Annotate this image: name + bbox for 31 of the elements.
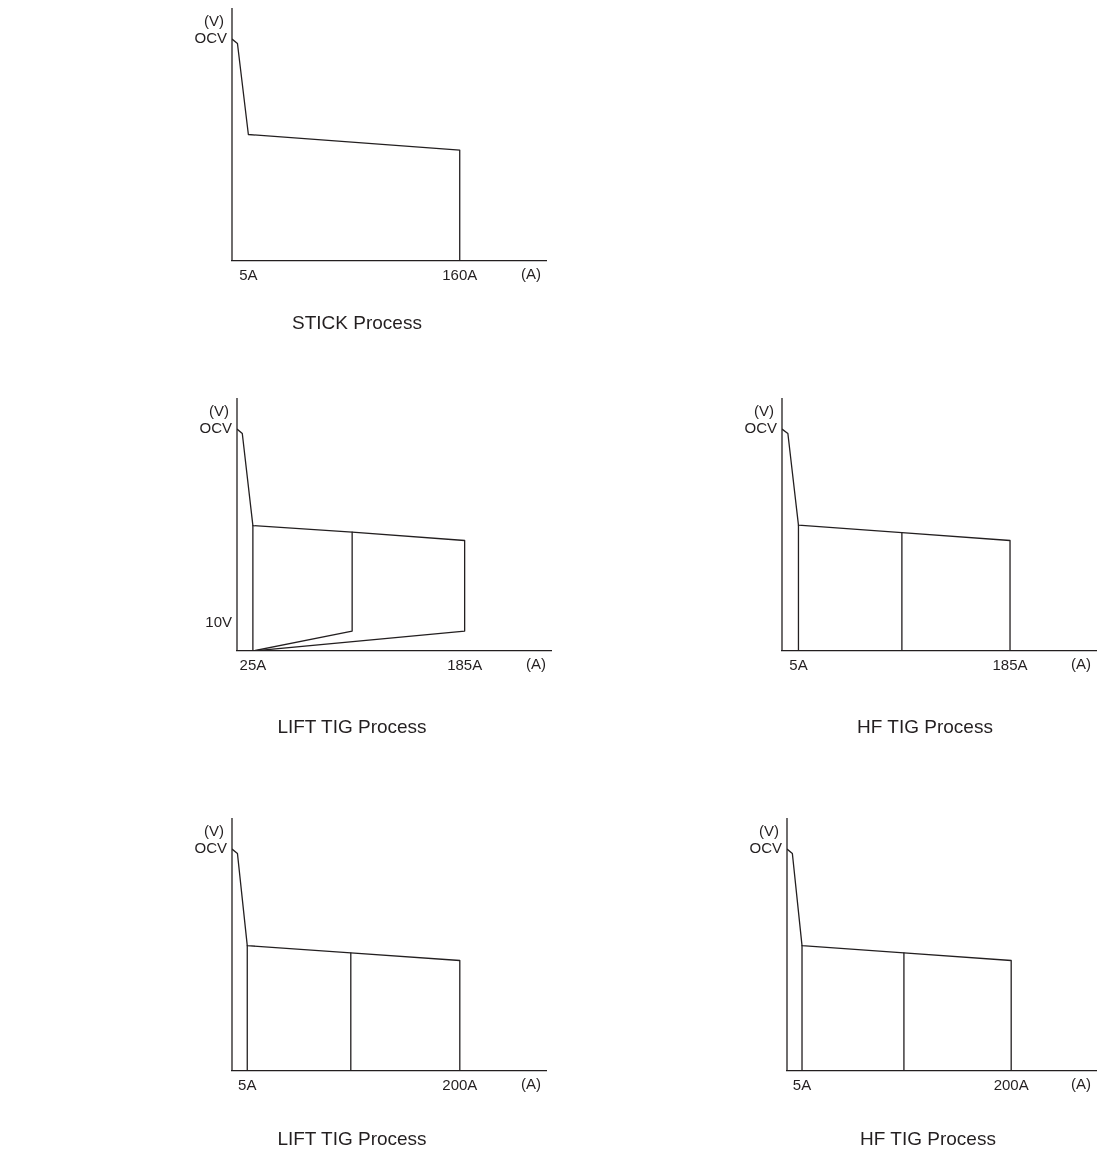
x-axis-title: (A) bbox=[1071, 1074, 1091, 1092]
x-axis-title: (A) bbox=[1071, 654, 1091, 672]
y-axis-title: (V) bbox=[204, 822, 224, 840]
x-tick-label: 185A bbox=[447, 656, 483, 674]
text: OCV bbox=[194, 839, 227, 857]
x-axis-title: (A) bbox=[526, 654, 546, 672]
text: OCV bbox=[744, 419, 777, 437]
x-tick-label: 5A bbox=[239, 266, 258, 284]
text: HF TIG Process bbox=[860, 1128, 996, 1150]
text: LIFT TIG Process bbox=[277, 1128, 427, 1150]
y-axis-title: (V) bbox=[209, 402, 229, 420]
y-axis-title: (V) bbox=[204, 12, 224, 30]
x-tick-label: 200A bbox=[442, 1076, 478, 1094]
x-tick-label: 160A bbox=[442, 266, 478, 284]
x-tick-label: 5A bbox=[238, 1076, 257, 1094]
x-tick-label: 185A bbox=[992, 656, 1028, 674]
x-tick-label: 25A bbox=[239, 656, 267, 674]
text: HF TIG Process bbox=[857, 716, 993, 738]
y-axis-title: (V) bbox=[759, 822, 779, 840]
y-axis-title: (V) bbox=[754, 402, 774, 420]
x-tick-label: 5A bbox=[789, 656, 808, 674]
text: OCV bbox=[194, 29, 227, 47]
x-tick-label: 200A bbox=[993, 1076, 1029, 1094]
text: LIFT TIG Process bbox=[277, 716, 427, 738]
x-axis-title: (A) bbox=[521, 1074, 541, 1092]
x-axis-title: (A) bbox=[521, 264, 541, 282]
text: STICK Process bbox=[292, 312, 422, 334]
text: OCV bbox=[199, 419, 232, 437]
text: 10V bbox=[205, 613, 232, 631]
x-tick-label: 5A bbox=[792, 1076, 812, 1094]
text: OCV bbox=[749, 839, 782, 857]
